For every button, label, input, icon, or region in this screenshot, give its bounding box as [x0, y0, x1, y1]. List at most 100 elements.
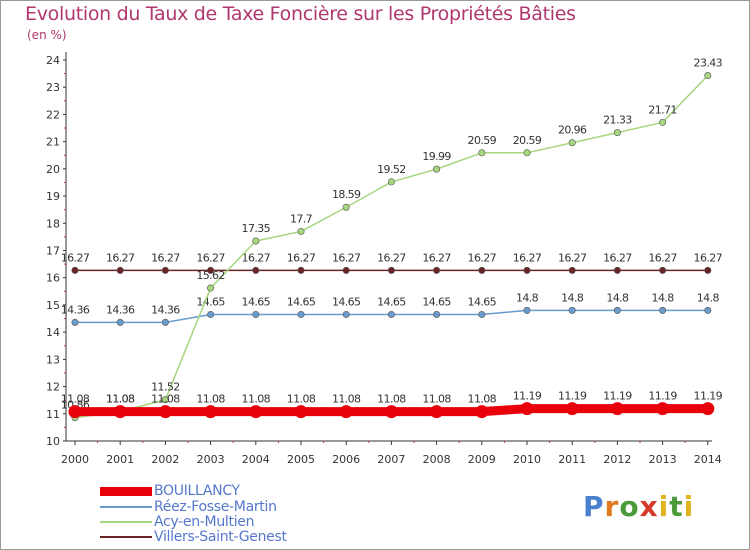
- y-tick-label: 17: [46, 245, 60, 258]
- data-label-acy-en-multien: 21.71: [648, 103, 677, 116]
- data-label-bouillancy: 11.08: [106, 393, 135, 406]
- data-label-villers-saint-genest: 16.27: [422, 251, 451, 264]
- legend-label-acy-en-multien: Acy-en-Multien: [154, 514, 255, 530]
- data-point-villers-saint-genest: [297, 266, 305, 274]
- data-point-reez-fosse-martin: [297, 310, 305, 318]
- y-tick-label: 20: [46, 163, 60, 176]
- x-tick-label: 2005: [287, 453, 315, 466]
- x-tick-label: 2004: [242, 453, 270, 466]
- data-label-bouillancy: 11.08: [377, 393, 406, 406]
- data-point-reez-fosse-martin: [433, 310, 441, 318]
- logo-letter: i: [658, 490, 670, 523]
- data-point-reez-fosse-martin: [478, 310, 486, 318]
- data-label-reez-fosse-martin: 14.65: [196, 295, 225, 308]
- x-tick-label: 2014: [694, 453, 722, 466]
- data-label-villers-saint-genest: 16.27: [106, 251, 135, 264]
- data-point-acy-en-multien: [161, 396, 169, 404]
- data-point-reez-fosse-martin: [704, 306, 712, 314]
- data-point-bouillancy: [520, 402, 534, 416]
- data-label-reez-fosse-martin: 14.65: [422, 295, 451, 308]
- data-point-acy-en-multien: [613, 129, 621, 137]
- data-label-acy-en-multien: 19.99: [422, 150, 451, 163]
- data-point-reez-fosse-martin: [116, 318, 124, 326]
- data-label-bouillancy: 11.19: [648, 390, 677, 403]
- data-point-acy-en-multien: [523, 149, 531, 157]
- data-point-villers-saint-genest: [252, 266, 260, 274]
- legend-swatch-villers-saint-genest: [100, 536, 152, 538]
- data-label-reez-fosse-martin: 14.65: [377, 295, 406, 308]
- data-label-bouillancy: 11.19: [603, 390, 632, 403]
- data-point-villers-saint-genest: [71, 266, 79, 274]
- data-label-reez-fosse-martin: 14.65: [332, 295, 361, 308]
- data-point-villers-saint-genest: [207, 266, 215, 274]
- data-point-villers-saint-genest: [161, 266, 169, 274]
- legend-item-bouillancy: BOUILLANCY: [100, 484, 330, 498]
- data-point-acy-en-multien: [659, 118, 667, 126]
- data-label-reez-fosse-martin: 14.36: [61, 303, 90, 316]
- x-tick-label: 2001: [106, 453, 134, 466]
- data-point-villers-saint-genest: [478, 266, 486, 274]
- legend-label-villers-saint-genest: Villers-Saint-Genest: [154, 529, 287, 545]
- data-point-villers-saint-genest: [342, 266, 350, 274]
- data-label-bouillancy: 11.19: [558, 390, 587, 403]
- data-point-bouillancy: [113, 405, 127, 419]
- data-label-villers-saint-genest: 16.27: [468, 251, 497, 264]
- data-point-bouillancy: [475, 405, 489, 419]
- data-point-villers-saint-genest: [704, 266, 712, 274]
- data-label-villers-saint-genest: 16.27: [287, 251, 316, 264]
- data-label-reez-fosse-martin: 14.8: [652, 291, 675, 304]
- data-point-bouillancy: [565, 402, 579, 416]
- data-label-villers-saint-genest: 16.27: [242, 251, 271, 264]
- data-point-reez-fosse-martin: [71, 318, 79, 326]
- legend-label-reez-fosse-martin: Réez-Fosse-Martin: [154, 499, 277, 515]
- legend-item-acy-en-multien: Acy-en-Multien: [100, 515, 330, 529]
- data-point-reez-fosse-martin: [342, 310, 350, 318]
- data-label-villers-saint-genest: 16.27: [151, 251, 180, 264]
- chart-title: Evolution du Taux de Taxe Foncière sur l…: [25, 3, 576, 25]
- data-label-acy-en-multien: 20.59: [468, 134, 497, 147]
- data-label-bouillancy: 11.08: [61, 393, 90, 406]
- data-point-acy-en-multien: [704, 72, 712, 80]
- data-label-bouillancy: 11.08: [422, 393, 451, 406]
- data-point-acy-en-multien: [252, 237, 260, 245]
- y-tick-label: 10: [46, 435, 60, 448]
- data-point-villers-saint-genest: [659, 266, 667, 274]
- y-tick-label: 15: [46, 299, 60, 312]
- data-point-reez-fosse-martin: [252, 310, 260, 318]
- data-label-reez-fosse-martin: 14.36: [151, 303, 180, 316]
- y-tick-label: 14: [46, 326, 60, 339]
- data-label-acy-en-multien: 15.62: [196, 269, 225, 282]
- data-point-villers-saint-genest: [613, 266, 621, 274]
- data-label-reez-fosse-martin: 14.8: [697, 291, 720, 304]
- legend-swatch-bouillancy: [100, 487, 152, 496]
- data-point-reez-fosse-martin: [523, 306, 531, 314]
- series-line-acy-en-multien: [74, 74, 709, 419]
- y-tick-label: 19: [46, 190, 60, 203]
- chart-subtitle: (en %): [27, 28, 67, 42]
- data-point-villers-saint-genest: [523, 266, 531, 274]
- data-label-villers-saint-genest: 16.27: [648, 251, 677, 264]
- data-label-bouillancy: 11.08: [151, 393, 180, 406]
- data-point-reez-fosse-martin: [161, 318, 169, 326]
- x-tick-label: 2012: [603, 453, 631, 466]
- data-label-reez-fosse-martin: 14.65: [242, 295, 271, 308]
- data-point-acy-en-multien: [207, 284, 215, 292]
- data-point-bouillancy: [294, 405, 308, 419]
- x-tick-label: 2007: [377, 453, 405, 466]
- x-tick-label: 2000: [61, 453, 89, 466]
- data-label-acy-en-multien: 18.59: [332, 188, 361, 201]
- proxiti-logo: Proxiti: [583, 490, 694, 523]
- y-tick-label: 13: [46, 353, 60, 366]
- x-tick-label: 2009: [468, 453, 496, 466]
- data-label-acy-en-multien: 23.43: [694, 57, 723, 70]
- data-label-reez-fosse-martin: 14.65: [287, 295, 316, 308]
- x-tick-label: 2010: [513, 453, 541, 466]
- logo-letter: x: [639, 490, 659, 523]
- y-tick-label: 16: [46, 272, 60, 285]
- data-point-bouillancy: [610, 402, 624, 416]
- y-tick-label: 23: [46, 81, 60, 94]
- legend-label-bouillancy: BOUILLANCY: [154, 483, 240, 499]
- data-point-acy-en-multien: [342, 203, 350, 211]
- data-point-reez-fosse-martin: [387, 310, 395, 318]
